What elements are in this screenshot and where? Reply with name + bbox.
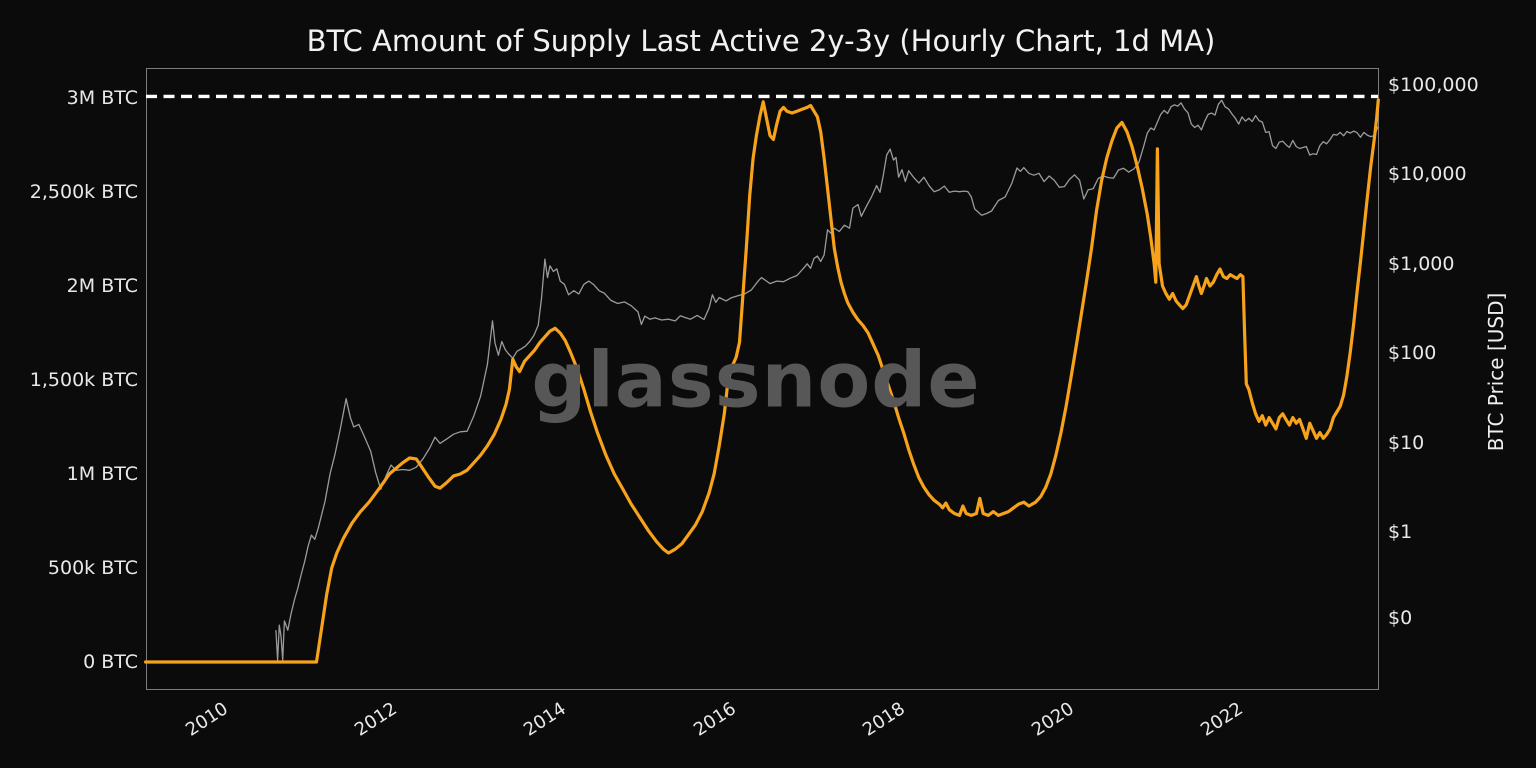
left-axis-tick-label: 2M BTC <box>66 275 138 297</box>
right-axis-tick-label: $10,000 <box>1388 163 1467 186</box>
right-axis-tick-label: $0 <box>1388 607 1413 629</box>
left-axis-tick-label: 2,500k BTC <box>29 181 138 203</box>
price-line <box>275 99 1379 661</box>
right-axis-tick-label: $10 <box>1388 431 1425 454</box>
chart-title: BTC Amount of Supply Last Active 2y-3y (… <box>306 24 1216 58</box>
glassnode-watermark: glassnode <box>531 336 981 426</box>
left-axis-tick-label: 500k BTC <box>47 557 138 579</box>
left-axis-tick-label: 1M BTC <box>66 463 138 485</box>
right-axis-title: BTC Price [USD] <box>1484 292 1508 452</box>
left-axis-tick-label: 0 BTC <box>83 651 138 673</box>
right-axis-tick-label: $100,000 <box>1388 74 1479 96</box>
left-axis-tick-label: 3M BTC <box>66 87 138 109</box>
supply-line <box>144 98 1380 664</box>
left-axis-tick-label: 1,500k BTC <box>29 369 138 391</box>
right-axis-tick-label: $1,000 <box>1388 252 1455 275</box>
right-axis-tick-label: $1 <box>1388 521 1413 543</box>
right-axis-tick-label: $100 <box>1388 342 1437 365</box>
plot-border <box>146 68 1379 690</box>
